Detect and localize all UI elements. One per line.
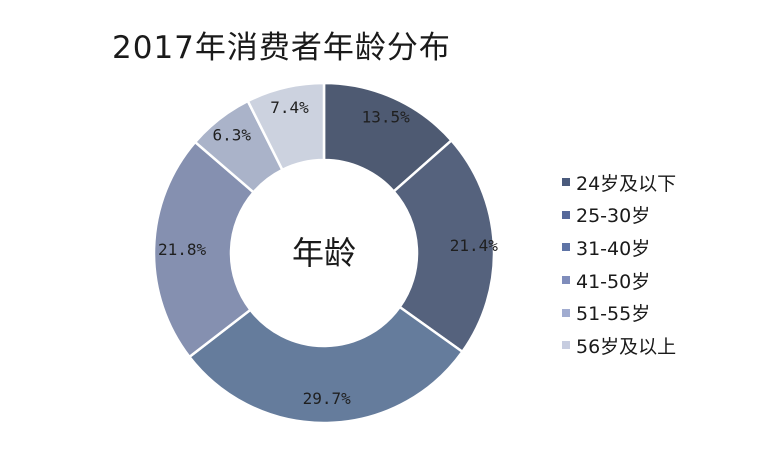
slice-label-6: 7.4% — [270, 98, 309, 117]
legend: 24岁及以下 25-30岁 31-40岁 41-50岁 51-55岁 56岁及以上 — [562, 166, 676, 362]
slice-label-3: 29.7% — [303, 389, 352, 408]
legend-label: 31-40岁 — [576, 237, 651, 260]
legend-label: 25-30岁 — [576, 205, 651, 228]
legend-label: 56岁及以上 — [576, 335, 677, 358]
legend-label: 24岁及以下 — [576, 172, 677, 195]
legend-item-5: 51-55岁 — [562, 296, 676, 329]
legend-item-2: 25-30岁 — [562, 199, 676, 232]
legend-item-3: 31-40岁 — [562, 231, 676, 264]
legend-item-4: 41-50岁 — [562, 264, 676, 297]
legend-item-1: 24岁及以下 — [562, 166, 676, 199]
legend-swatch — [562, 308, 570, 317]
legend-label: 51-55岁 — [576, 303, 651, 326]
legend-swatch — [562, 341, 570, 350]
slice-label-5: 6.3% — [213, 126, 252, 145]
chart-title: 2017年消费者年龄分布 — [112, 30, 451, 66]
legend-swatch — [562, 243, 570, 252]
slice-6 — [246, 81, 326, 172]
slice-4 — [152, 140, 256, 359]
legend-item-6: 56岁及以上 — [562, 329, 676, 362]
slice-label-2: 21.4% — [450, 236, 499, 255]
slice-label-4: 21.8% — [158, 240, 207, 259]
legend-label: 41-50岁 — [576, 270, 651, 293]
center-label: 年龄 — [292, 234, 356, 272]
slice-2 — [391, 138, 496, 354]
legend-swatch — [562, 178, 570, 187]
legend-swatch — [562, 276, 570, 285]
legend-swatch — [562, 210, 570, 219]
slice-label-1: 13.5% — [362, 107, 411, 126]
slice-3 — [187, 305, 465, 425]
